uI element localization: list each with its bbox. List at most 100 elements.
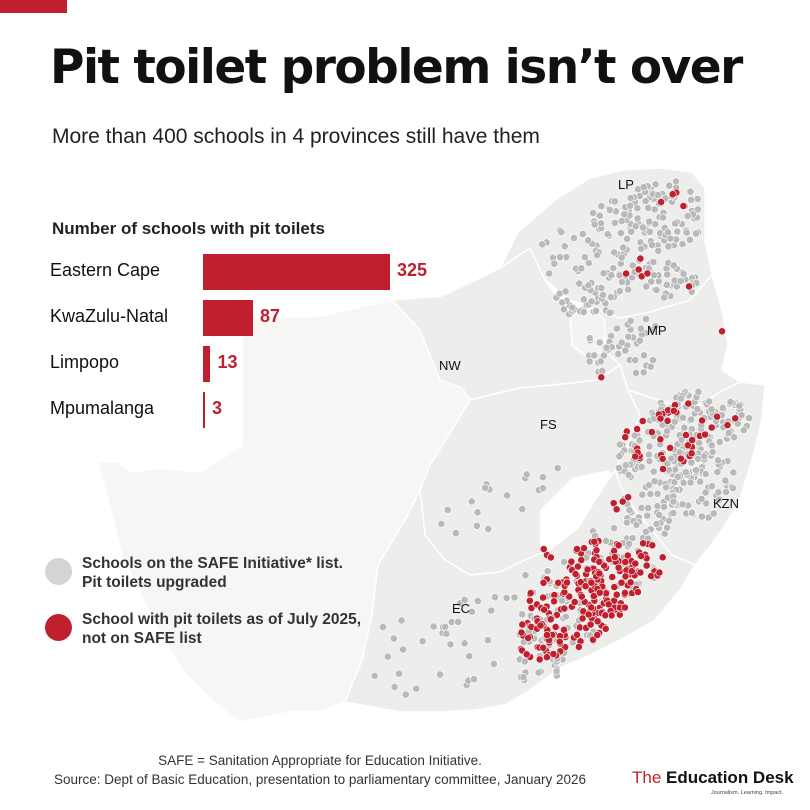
school-dot (658, 454, 667, 463)
school-dot (679, 478, 688, 487)
school-dot (628, 534, 637, 543)
school-dot (626, 317, 635, 325)
school-dot (518, 620, 527, 629)
school-dot (577, 264, 586, 273)
school-dot (663, 523, 671, 532)
school-dot (737, 411, 746, 420)
school-dot (649, 356, 657, 364)
school-dot (379, 623, 387, 631)
school-dot (587, 297, 596, 306)
school-dot (663, 270, 672, 279)
school-dot (701, 469, 710, 478)
school-dot (669, 406, 678, 415)
school-dot (729, 484, 737, 492)
school-dot (713, 468, 722, 476)
school-dot (447, 618, 456, 626)
school-dot (637, 552, 646, 560)
school-dot (601, 624, 610, 633)
school-dot (467, 607, 476, 616)
school-dot (645, 457, 654, 466)
school-dot (625, 539, 633, 548)
school-dot (643, 511, 652, 520)
school-dot (707, 405, 716, 414)
school-dot (649, 467, 658, 476)
school-dot (547, 553, 555, 562)
province-label-lp: LP (618, 177, 634, 192)
school-dot (615, 463, 623, 472)
school-dot (617, 217, 626, 225)
school-dot (624, 493, 633, 502)
school-dot (522, 650, 531, 659)
school-dot (617, 229, 625, 237)
brand-name: Education Desk (666, 768, 794, 787)
bar (203, 392, 205, 428)
school-dot (642, 282, 651, 291)
school-dot (573, 630, 581, 639)
school-dot (678, 500, 687, 509)
school-dot (648, 241, 656, 249)
school-dot (658, 553, 667, 562)
school-dot (550, 259, 559, 268)
school-dot (570, 598, 579, 606)
school-dot (649, 258, 658, 266)
school-dot (650, 271, 658, 280)
school-dot (593, 251, 601, 260)
school-dot (558, 298, 567, 307)
school-dot (622, 269, 630, 278)
school-dot (678, 240, 687, 248)
school-dot (446, 640, 455, 649)
school-dot (584, 610, 593, 619)
school-dot (454, 617, 463, 626)
school-dot (701, 430, 709, 439)
school-dot (707, 441, 716, 450)
school-dot (654, 246, 663, 255)
school-dot (646, 227, 654, 236)
school-dot (683, 212, 692, 220)
school-dot (554, 578, 563, 587)
school-dot (613, 324, 621, 333)
school-dot (521, 571, 530, 580)
legend-dot-pit (45, 614, 72, 641)
school-dot (621, 572, 630, 581)
school-dot (580, 544, 588, 553)
school-dot (673, 227, 682, 236)
school-dot (621, 346, 630, 355)
school-dot (623, 234, 631, 243)
school-dot (520, 657, 529, 666)
school-dot (573, 545, 581, 553)
school-dot (698, 416, 706, 425)
school-dot (473, 597, 482, 605)
school-dot (625, 506, 634, 514)
school-dot (539, 593, 547, 602)
school-dot (633, 214, 642, 223)
school-dot (627, 227, 636, 236)
brand-tagline: Journalism. Learning. Impact. (711, 790, 784, 796)
bar-value-label: 325 (397, 260, 428, 280)
school-dot (510, 593, 519, 602)
school-dot (729, 468, 738, 477)
school-dot (731, 414, 740, 423)
school-dot (723, 421, 732, 430)
school-dot (651, 322, 660, 330)
school-dot (534, 668, 543, 677)
school-dot (615, 452, 624, 461)
school-dot (610, 248, 619, 257)
school-dot (714, 456, 722, 465)
school-dot (631, 222, 640, 231)
school-dot (484, 525, 493, 533)
school-dot (684, 399, 693, 408)
school-dot (437, 519, 446, 528)
school-dot (610, 524, 618, 533)
bar-chart-title: Number of schools with pit toilets (52, 219, 325, 238)
school-dot (626, 194, 635, 202)
school-dot (593, 631, 602, 639)
school-dot (676, 277, 685, 285)
school-dot (577, 592, 586, 601)
school-dot (525, 596, 534, 605)
legend-label-pit: School with pit toilets as of July 2025,… (82, 611, 362, 647)
school-dot (646, 489, 655, 498)
school-dot (597, 202, 606, 211)
school-dot (502, 594, 511, 602)
school-dot (686, 478, 695, 487)
school-dot (714, 488, 723, 497)
